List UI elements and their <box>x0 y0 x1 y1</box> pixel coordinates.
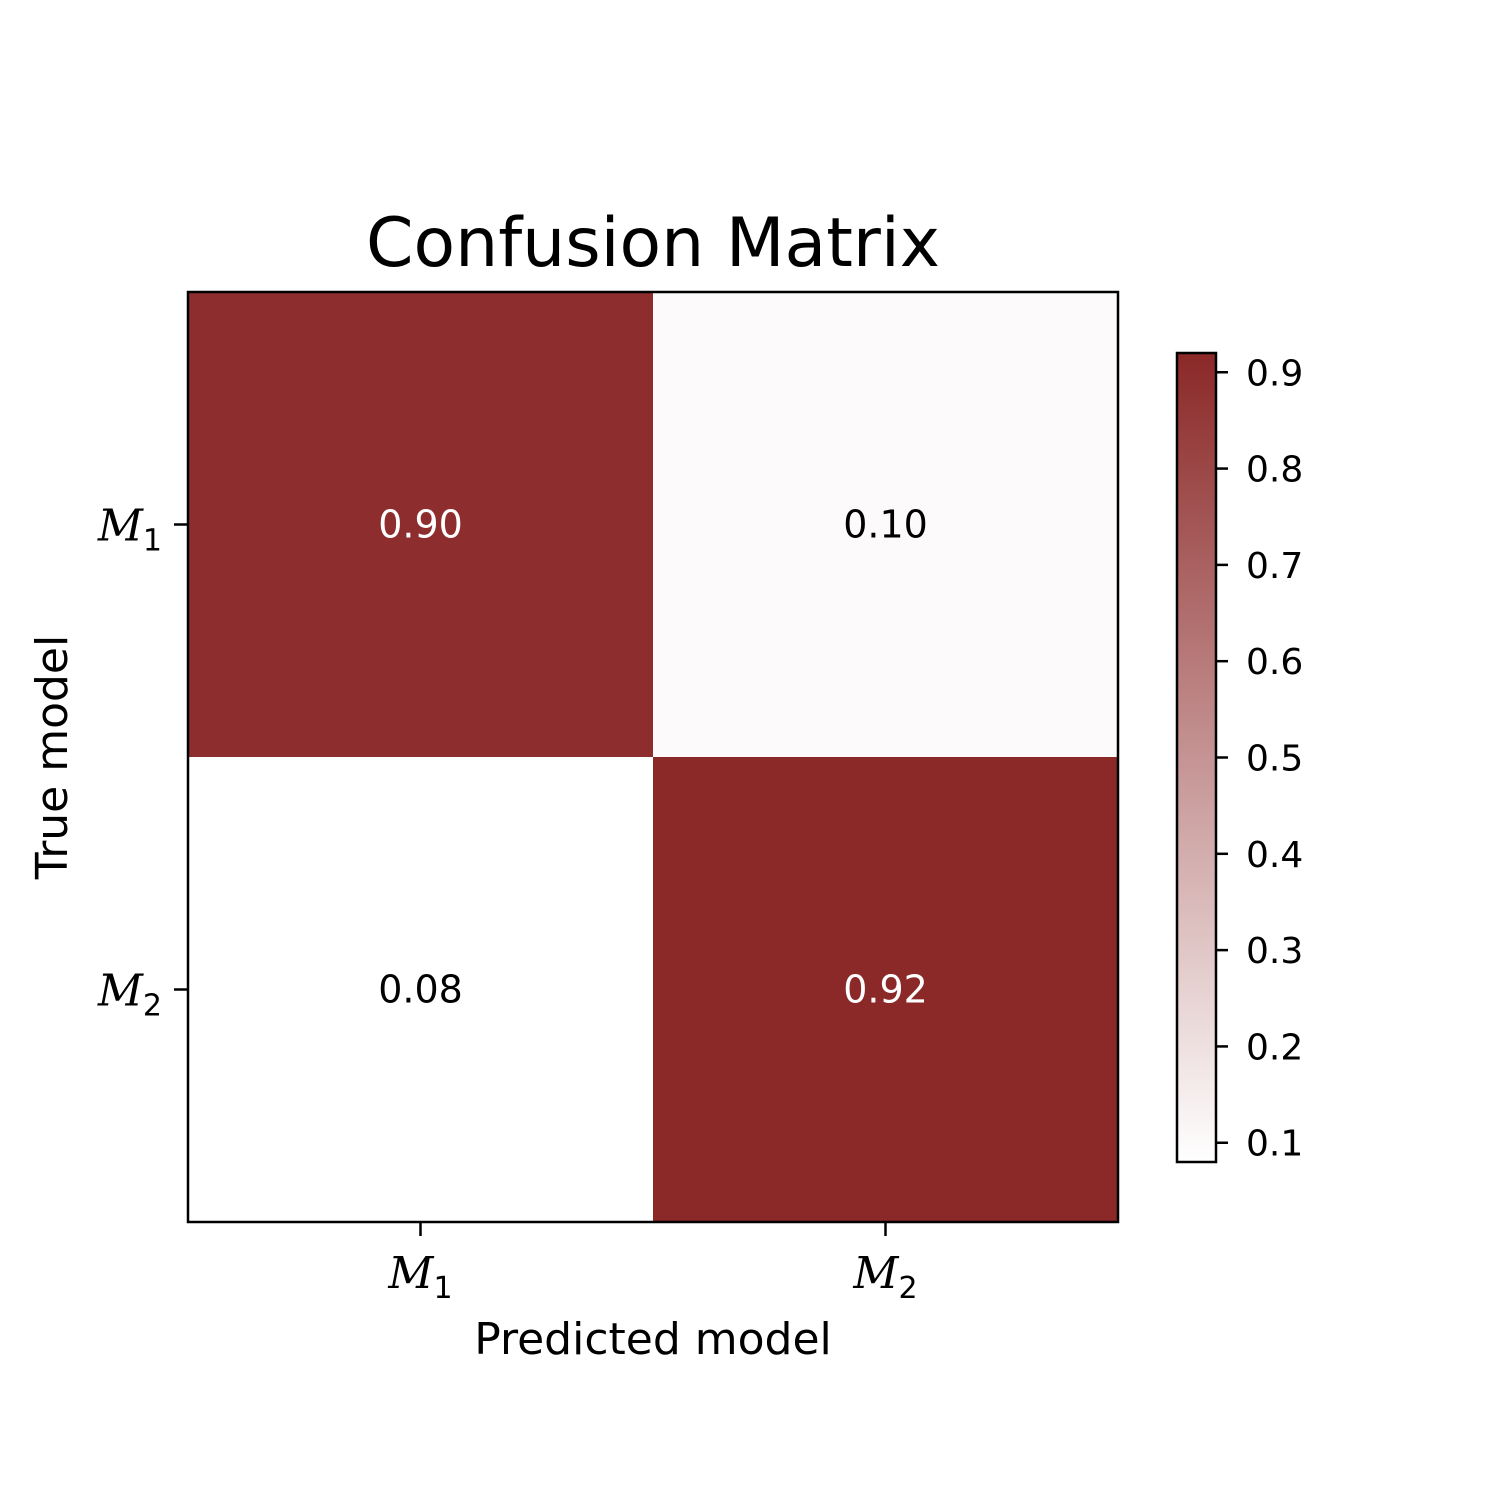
colorbar-ticks: 0.1 0.2 0.3 0.4 0.5 0.6 0.7 0.8 0.9 <box>1216 353 1303 1165</box>
heatmap-cells <box>188 292 1119 1223</box>
tick-label: M2 <box>852 1248 917 1306</box>
colorbar-tick-label: 0.8 <box>1246 450 1303 491</box>
tick-label: M2 <box>97 966 162 1024</box>
tick-label: M1 <box>387 1248 452 1306</box>
colorbar-tick-label: 0.6 <box>1246 642 1303 683</box>
chart-title: Confusion Matrix <box>366 204 940 283</box>
cell-value-label: 0.92 <box>843 968 928 1012</box>
cell-value-label: 0.08 <box>378 968 463 1012</box>
y-axis-ticks: M1 M2 <box>97 501 188 1024</box>
heatmap-cell <box>188 292 654 758</box>
heatmap-cell-labels: 0.90 0.10 0.08 0.92 <box>378 503 928 1012</box>
colorbar-tick-label: 0.1 <box>1246 1124 1303 1165</box>
y-axis-label: True model <box>27 635 78 880</box>
plot-frame <box>186 290 1120 1224</box>
colorbar-tick-label: 0.5 <box>1246 739 1303 780</box>
x-axis-label: Predicted model <box>474 1314 832 1365</box>
colorbar <box>1175 351 1218 1164</box>
colorbar-tick-label: 0.3 <box>1246 931 1303 972</box>
x-axis-ticks: M1 M2 <box>387 1222 918 1306</box>
colorbar-tick-label: 0.2 <box>1246 1027 1303 1068</box>
heatmap-cell <box>653 292 1119 758</box>
cell-value-label: 0.10 <box>843 503 928 547</box>
heatmap-cell <box>188 757 654 1223</box>
heatmap-cell <box>653 757 1119 1223</box>
colorbar-tick-label: 0.7 <box>1246 546 1303 587</box>
colorbar-tick-label: 0.9 <box>1246 353 1303 394</box>
cell-value-label: 0.90 <box>378 503 463 547</box>
tick-label: M1 <box>97 501 162 559</box>
colorbar-tick-label: 0.4 <box>1246 835 1303 876</box>
